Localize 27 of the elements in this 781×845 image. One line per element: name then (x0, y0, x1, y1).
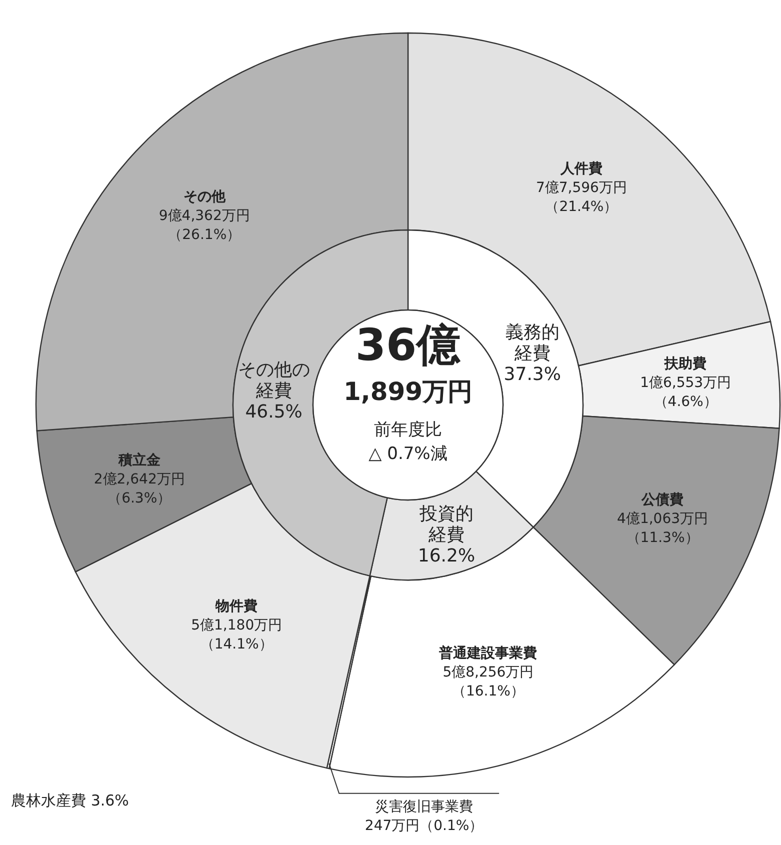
slice-label: 災害復旧事業費 (375, 798, 474, 815)
data-label: 16.2% (418, 546, 476, 567)
text: 農林水産費 3.6% (11, 791, 129, 810)
data-label: 37.3% (504, 364, 561, 385)
data-label: 46.5% (245, 401, 302, 422)
slice-label: 人件費 (559, 161, 602, 178)
data-label: 5億8,256万円（16.1%） (442, 664, 534, 700)
text: 1,899万円 (343, 377, 473, 406)
slice-label: 扶助費 (664, 356, 707, 372)
text: 前年度比 (374, 420, 442, 440)
data-label: 247万円（0.1%） (364, 818, 484, 834)
slice-label: 義務的経費 (505, 322, 560, 364)
data-label: 5億1,180万円（14.1%） (191, 617, 282, 652)
text: 36億 (355, 320, 462, 371)
slice-label: 公債費 (640, 492, 684, 508)
slice-label: 物件費 (214, 598, 258, 614)
data-label: 9億4,362万円（26.1%） (158, 208, 250, 243)
slice-label: 積立金 (117, 451, 162, 468)
data-label: 4億1,063万円（11.3%） (617, 510, 708, 546)
slice-label: 普通建設事業費 (438, 644, 538, 662)
data-label: 7億7,596万円（21.4%） (536, 180, 627, 216)
data-label: 1億6,553万円（4.6%） (640, 375, 732, 410)
text: △ 0.7%減 (368, 444, 448, 464)
slice-label: その他の経費 (238, 359, 310, 402)
data-label: 2億2,642万円（6.3%） (94, 471, 185, 506)
slice-label: 投資的経費 (418, 504, 474, 546)
slice-label: その他 (183, 188, 226, 205)
